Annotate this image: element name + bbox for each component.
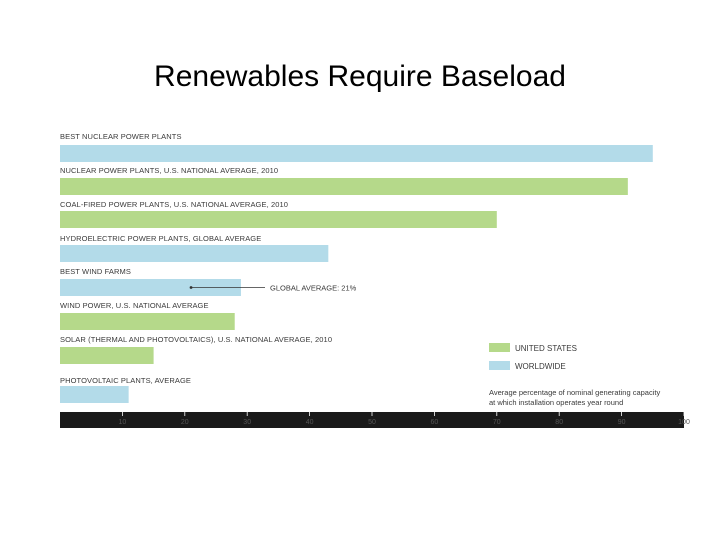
- x-tick-label: 100: [678, 419, 690, 426]
- category-label: PHOTOVOLTAIC PLANTS, AVERAGE: [60, 376, 191, 385]
- bar: [60, 386, 129, 403]
- category-label: NUCLEAR POWER PLANTS, U.S. NATIONAL AVER…: [60, 166, 278, 175]
- x-tick-label: 30: [243, 419, 251, 426]
- category-label: SOLAR (THERMAL AND PHOTOVOLTAICS), U.S. …: [60, 335, 332, 344]
- bars-layer: BEST NUCLEAR POWER PLANTS NUCLEAR POWER P…: [60, 132, 653, 403]
- slide-title: Renewables Require Baseload: [154, 60, 566, 93]
- x-tick-label: 70: [493, 419, 501, 426]
- x-tick-label: 10: [119, 419, 127, 426]
- x-tick-label: 40: [306, 419, 314, 426]
- legend-note: Average percentage of nominal generating…: [489, 388, 660, 397]
- legend-swatch: [489, 361, 510, 370]
- x-tick-label: 50: [368, 419, 376, 426]
- category-label: HYDROELECTRIC POWER PLANTS, GLOBAL AVERA…: [60, 234, 261, 243]
- legend-swatch: [489, 343, 510, 352]
- legend-label: UNITED STATES: [515, 344, 577, 353]
- category-label: WIND POWER, U.S. NATIONAL AVERAGE: [60, 301, 209, 310]
- legend: UNITED STATES WORLDWIDE Average percentage…: [489, 343, 660, 407]
- category-label: COAL-FIRED POWER PLANTS, U.S. NATIONAL A…: [60, 200, 288, 209]
- annotation-dot: [189, 286, 193, 289]
- legend-label: WORLDWIDE: [515, 362, 566, 371]
- legend-note: at which installation operates year roun…: [489, 398, 623, 407]
- x-tick-label: 90: [618, 419, 626, 426]
- bar: [60, 313, 235, 330]
- x-tick-label: 20: [181, 419, 189, 426]
- x-axis: 10 20 30 40 50 60 70 80 90 100: [60, 412, 690, 428]
- bar: [60, 245, 329, 262]
- x-tick-label: 80: [555, 419, 563, 426]
- bar: [60, 279, 241, 296]
- bar: [60, 145, 653, 162]
- category-label: BEST NUCLEAR POWER PLANTS: [60, 132, 182, 141]
- category-label: BEST WIND FARMS: [60, 267, 131, 276]
- annotation-label: GLOBAL AVERAGE: 21%: [270, 284, 357, 293]
- axis-band: [60, 412, 684, 428]
- x-tick-label: 60: [431, 419, 439, 426]
- bar: [60, 347, 154, 364]
- bar: [60, 211, 497, 228]
- bar: [60, 178, 628, 195]
